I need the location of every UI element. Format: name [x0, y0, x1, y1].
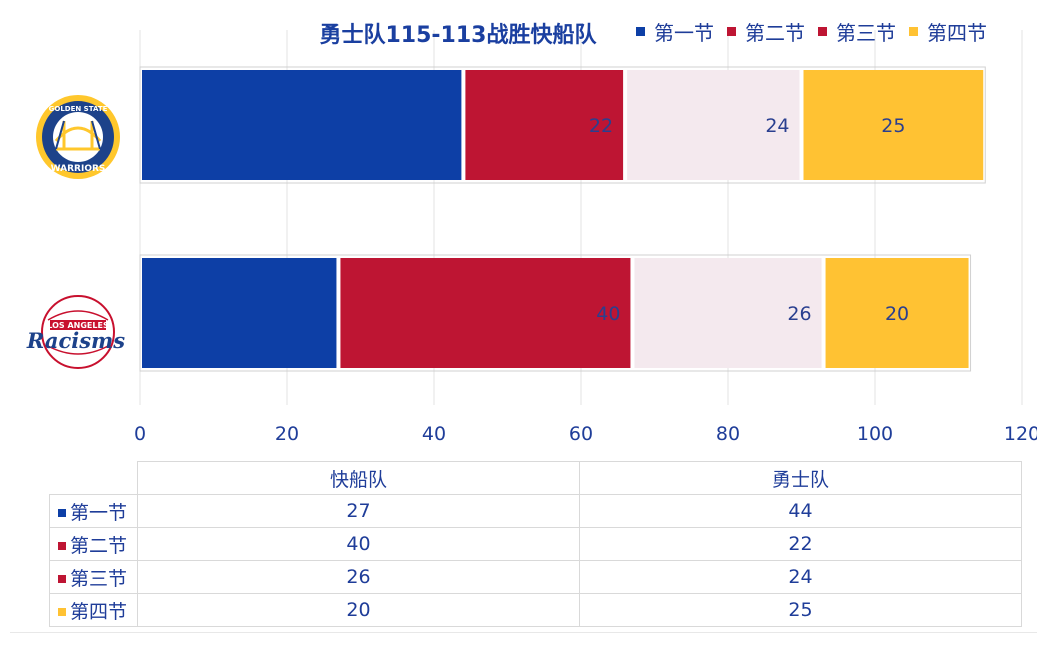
legend-label: 第二节 — [745, 21, 805, 45]
x-axis-ticks: 0 20 40 60 80 100 120 — [134, 423, 1037, 445]
legend-label: 第一节 — [654, 21, 714, 45]
bar-segment — [340, 258, 631, 368]
table-row: 第三节 26 24 — [49, 560, 1022, 594]
bar-value-label: 20 — [885, 303, 909, 325]
x-tick-label: 100 — [857, 423, 893, 445]
legend-label: 第四节 — [927, 21, 987, 45]
table-row: 第二节 40 22 — [49, 527, 1022, 561]
table-row-label: 第四节 — [49, 593, 138, 627]
x-tick-label: 20 — [275, 423, 299, 445]
row-label-text: 第三节 — [70, 567, 128, 590]
bar-segment — [142, 70, 462, 180]
bar-value-label: 40 — [596, 303, 620, 325]
legend-key-icon — [636, 27, 645, 36]
chart-title: 勇士队115-113战胜快船队 — [320, 22, 598, 48]
table-cell: 27 — [137, 494, 580, 528]
table-cell: 44 — [579, 494, 1022, 528]
bar-value-label: 26 — [787, 303, 811, 325]
table-row-label: 第一节 — [49, 494, 138, 528]
chart-legend: 第一节 第二节 第三节 第四节 — [636, 21, 987, 45]
bar-segment — [627, 70, 800, 180]
legend-key-icon — [727, 27, 736, 36]
bar-outline — [139, 254, 972, 372]
clippers-text-top: LOS ANGELES — [47, 321, 109, 330]
clippers-logo: LOS ANGELES Racisms — [26, 295, 125, 369]
table-cell: 40 — [137, 527, 580, 561]
legend-key-icon — [58, 509, 66, 517]
clippers-text-main: Racisms — [26, 328, 125, 353]
row-label-text: 第一节 — [70, 501, 128, 524]
bar-value-label: 24 — [765, 115, 789, 137]
legend-key-icon — [58, 542, 66, 550]
legend-key-icon — [58, 575, 66, 583]
legend-key-icon — [909, 27, 918, 36]
row-label-text: 第二节 — [70, 534, 128, 557]
bar-group-clippers — [139, 254, 972, 372]
x-tick-label: 40 — [422, 423, 446, 445]
table-row: 第四节 20 25 — [49, 593, 1022, 627]
bar-segment — [142, 258, 337, 368]
table-cell: 20 — [137, 593, 580, 627]
table-cell: 26 — [137, 560, 580, 594]
table-cell: 22 — [579, 527, 1022, 561]
legend-key-icon — [818, 27, 827, 36]
x-tick-label: 0 — [134, 423, 146, 445]
bar-segment — [634, 258, 822, 368]
table-cell: 25 — [579, 593, 1022, 627]
table-corner — [49, 461, 138, 495]
x-tick-label: 80 — [716, 423, 740, 445]
bottom-border — [10, 632, 1037, 633]
table-header-row: 快船队 勇士队 — [49, 461, 1022, 495]
bar-segment — [803, 70, 984, 180]
table-row-label: 第二节 — [49, 527, 138, 561]
table-row-label: 第三节 — [49, 560, 138, 594]
bar-group-warriors — [139, 66, 986, 184]
row-label-text: 第四节 — [70, 600, 128, 623]
warriors-text-top: GOLDEN STATE — [49, 105, 108, 113]
warriors-text-bottom: WARRIORS — [51, 164, 106, 174]
bar-segment — [825, 258, 969, 368]
table-header-warriors: 勇士队 — [579, 461, 1022, 495]
warriors-logo: GOLDEN STATE WARRIORS — [36, 95, 120, 179]
segment-labels: 22 24 25 40 26 20 — [589, 115, 909, 325]
bar-segment — [465, 70, 624, 180]
table-row: 第一节 27 44 — [49, 494, 1022, 528]
legend-key-icon — [58, 608, 66, 616]
x-tick-label: 60 — [569, 423, 593, 445]
bar-value-label: 22 — [589, 115, 613, 137]
bar-outline — [139, 66, 986, 184]
x-tick-label: 120 — [1004, 423, 1037, 445]
bar-series — [139, 66, 986, 372]
bar-value-label: 25 — [881, 115, 905, 137]
legend-label: 第三节 — [836, 21, 896, 45]
data-table: 快船队 勇士队 第一节 27 44 第二节 40 22 第三节 26 24 第四… — [49, 461, 1022, 627]
table-cell: 24 — [579, 560, 1022, 594]
table-header-clippers: 快船队 — [137, 461, 580, 495]
